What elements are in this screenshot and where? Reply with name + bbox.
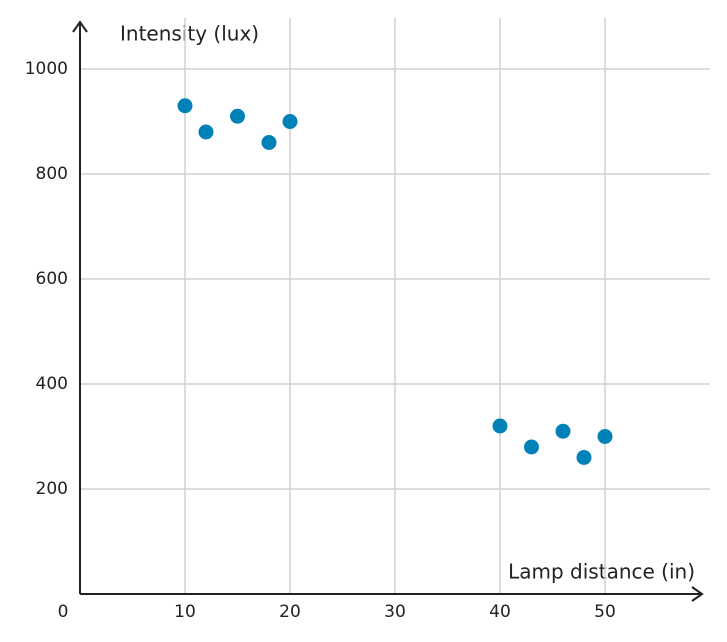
y-axis-arrow	[72, 20, 88, 33]
point	[524, 439, 539, 455]
point	[597, 429, 613, 444]
point	[261, 135, 277, 150]
x-tick-label: 0	[58, 602, 69, 622]
point	[282, 114, 298, 129]
point	[576, 450, 592, 465]
x-axis-arrow	[691, 586, 704, 602]
point	[230, 108, 245, 124]
x-tick-label: 10	[174, 602, 196, 622]
x-tick-label: 20	[279, 602, 301, 622]
y-tick-label: 400	[36, 374, 68, 394]
y-tick-label: 200	[36, 479, 68, 499]
point	[177, 98, 193, 114]
point	[198, 124, 214, 140]
x-tick-label: 30	[384, 602, 406, 622]
x-tick-label: 50	[594, 602, 616, 622]
y-tick-label: 1000	[25, 59, 68, 79]
x-tick-label: 40	[489, 602, 511, 622]
y-axis-title: Intensity (lux)	[120, 22, 259, 46]
x-axis-title: Lamp distance (in)	[508, 560, 695, 584]
y-tick-label: 600	[36, 269, 68, 289]
y-tick-label: 800	[36, 164, 68, 184]
point	[555, 423, 571, 439]
point	[492, 418, 508, 434]
